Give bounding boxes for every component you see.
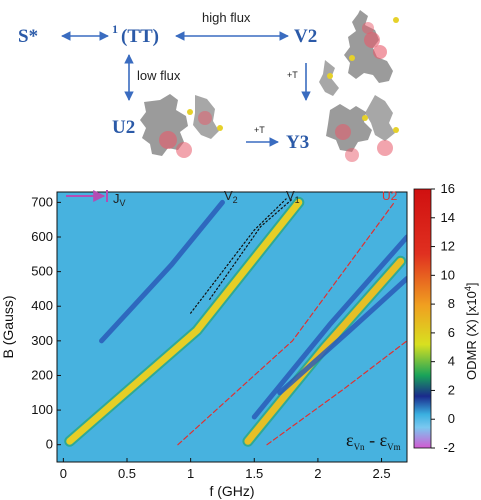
node-tt: (TT) bbox=[121, 26, 159, 47]
label-low-flux: low flux bbox=[137, 68, 181, 83]
y-tick-label: 700 bbox=[31, 194, 53, 209]
series-v_dotted-7 bbox=[190, 198, 287, 314]
x-tick-label: 0.5 bbox=[118, 466, 136, 481]
v1-label: V1 bbox=[286, 188, 300, 205]
molecule-image-u2 bbox=[140, 94, 223, 158]
series-blue_line-2 bbox=[251, 234, 407, 420]
colorbar-tick-label: 16 bbox=[441, 181, 455, 196]
epsilon-difference-label: εVn - εVm bbox=[346, 430, 401, 452]
molecule-image-y3 bbox=[326, 95, 399, 162]
colorbar-gradient bbox=[413, 188, 432, 449]
colorbar-tick-label: 4 bbox=[448, 354, 455, 369]
molecule-image-v2 bbox=[319, 10, 399, 96]
node-tt-superscript: 1 bbox=[112, 22, 118, 36]
plot-marks bbox=[64, 196, 407, 447]
x-tick-label: 1.5 bbox=[245, 466, 263, 481]
y-tick-label: 200 bbox=[31, 367, 53, 382]
y-tick-label: 0 bbox=[46, 437, 53, 452]
x-tick-label: 1 bbox=[187, 466, 194, 481]
colorbar-label: ODMR (X) [x104] bbox=[463, 283, 479, 380]
node-v2: V2 bbox=[294, 26, 317, 47]
colorbar-tick-label: 6 bbox=[448, 325, 455, 340]
plot-frame bbox=[56, 191, 408, 463]
y-tick-label: 400 bbox=[31, 298, 53, 313]
label-plus-t-vertical: +T bbox=[287, 70, 298, 80]
y-axis-label: B (Gauss) bbox=[0, 295, 16, 358]
node-y3: Y3 bbox=[286, 132, 309, 153]
u2-label: U2 bbox=[382, 189, 398, 203]
colorbar: -2 0 2 4 6 8 10 12 14 16 ODMR (X) [x104] bbox=[413, 181, 479, 455]
heatmap-plot: 0 0.5 1 1.5 2 2.5 0 100 200 300 400 500 600 700 f (G… bbox=[0, 188, 408, 499]
y-tick-label: 500 bbox=[31, 264, 53, 279]
colorbar-tick-label: 2 bbox=[448, 382, 455, 397]
colorbar-tick-label: 12 bbox=[441, 239, 455, 254]
colorbar-tick-label: 10 bbox=[441, 267, 455, 282]
x-tick-label: 2 bbox=[314, 466, 321, 481]
series-bright_line-1 bbox=[244, 257, 405, 445]
annotation-jv: JV bbox=[66, 190, 126, 208]
y-tick-label: 600 bbox=[31, 229, 53, 244]
label-high-flux: high flux bbox=[202, 10, 251, 25]
label-plus-t-horizontal: +T bbox=[254, 125, 265, 135]
series-u2_dashed-5 bbox=[177, 201, 395, 446]
series-blue_line-4 bbox=[99, 199, 225, 344]
series-v_dotted-8 bbox=[209, 198, 294, 300]
colorbar-tick-label: -2 bbox=[443, 440, 455, 455]
v2-label: V2 bbox=[224, 188, 238, 205]
x-tick-label: 2.5 bbox=[373, 466, 391, 481]
colorbar-tick-label: 8 bbox=[448, 296, 455, 311]
node-s-star: S* bbox=[18, 26, 38, 47]
series-bright_line-0 bbox=[66, 198, 303, 445]
y-axis: 0 100 200 300 400 500 600 700 bbox=[31, 194, 61, 452]
y-tick-label: 100 bbox=[31, 402, 53, 417]
colorbar-ticks: -2 0 2 4 6 8 10 12 14 16 bbox=[431, 181, 455, 455]
node-u2: U2 bbox=[112, 117, 135, 138]
colorbar-tick-label: 0 bbox=[448, 411, 455, 426]
y-tick-label: 300 bbox=[31, 333, 53, 348]
colorbar-tick-label: 14 bbox=[441, 210, 455, 225]
series-u2_dashed-6 bbox=[266, 340, 407, 446]
x-axis-label: f (GHz) bbox=[209, 483, 254, 499]
x-axis: 0 0.5 1 1.5 2 2.5 bbox=[60, 458, 391, 481]
series-blue_line-3 bbox=[277, 276, 407, 396]
x-tick-label: 0 bbox=[60, 466, 67, 481]
jv-label: JV bbox=[113, 191, 126, 208]
reaction-scheme: S* 1 (TT) high flux V2 low flux +T U2 +T… bbox=[18, 10, 399, 162]
